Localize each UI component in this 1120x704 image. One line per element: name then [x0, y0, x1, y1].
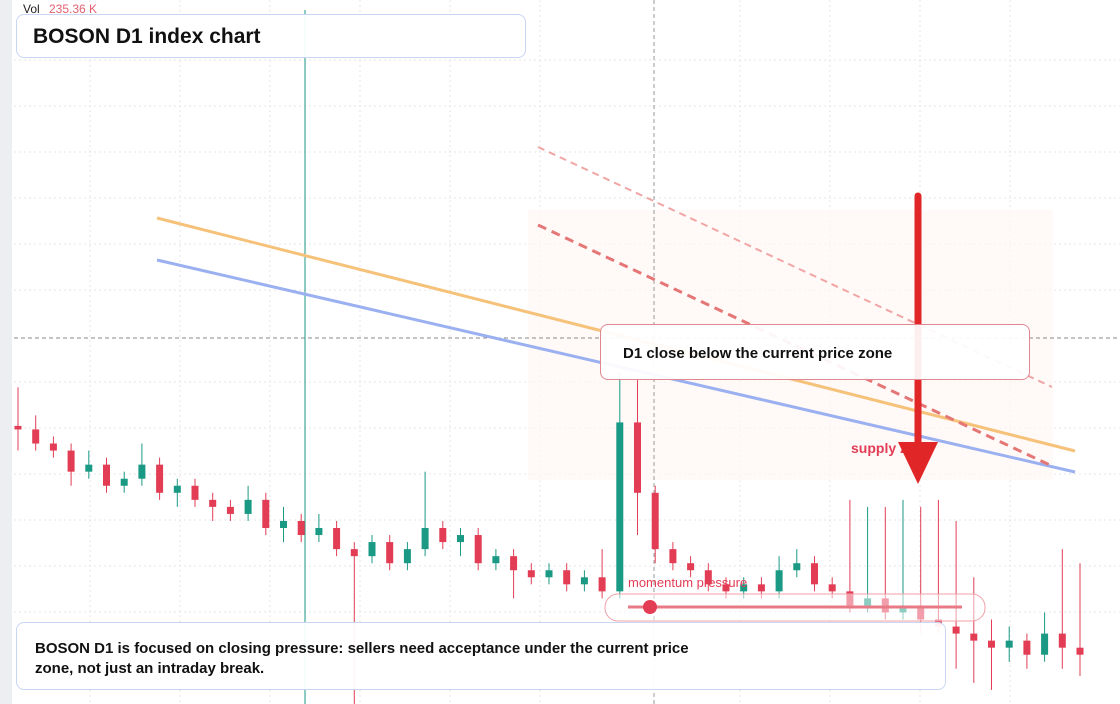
- candle-body: [138, 464, 146, 479]
- volume-label: Vol: [23, 2, 40, 16]
- candle-body: [616, 422, 624, 592]
- candle-body: [510, 556, 518, 571]
- candle-body: [1041, 633, 1049, 655]
- candle-body: [85, 464, 93, 472]
- candle-body: [350, 549, 358, 557]
- candle-body: [1058, 633, 1066, 648]
- candle-body: [49, 443, 57, 451]
- candle-body: [297, 520, 305, 536]
- candle-body: [563, 570, 571, 585]
- candle-body: [156, 464, 164, 493]
- candle-body: [651, 492, 659, 550]
- candle-body: [386, 542, 394, 564]
- candle-body: [103, 464, 110, 486]
- candle-body: [67, 450, 75, 472]
- candle-body: [173, 485, 181, 493]
- candle-body: [226, 506, 234, 514]
- candle-body: [492, 556, 500, 564]
- candle-body: [527, 570, 535, 578]
- candle-body: [474, 535, 482, 564]
- arrow-head: [898, 442, 938, 484]
- candle-body: [315, 528, 323, 536]
- candle-body: [14, 425, 22, 430]
- candle-body: [704, 570, 712, 585]
- candle-body: [1076, 647, 1084, 655]
- title-box: BOSON D1 index chart: [16, 14, 526, 58]
- callout: D1 close below the current price zone: [600, 324, 1030, 380]
- candle-body: [687, 563, 695, 571]
- candle-body: [740, 584, 748, 592]
- candle-body: [262, 499, 270, 528]
- channel-line: [537, 223, 1053, 468]
- candle-body: [421, 528, 429, 550]
- candle-body: [634, 422, 641, 493]
- indicator-label: momentum pressure: [628, 575, 747, 590]
- candle-body: [333, 528, 341, 550]
- volume-value: 235.36 K: [49, 2, 97, 16]
- candle-body: [1023, 640, 1031, 655]
- candle-body: [669, 549, 677, 564]
- candle-body: [775, 570, 783, 592]
- candle-body: [403, 549, 411, 564]
- candle-body: [191, 485, 199, 500]
- indicator-knob: [643, 600, 657, 614]
- candle-body: [793, 563, 801, 571]
- candle-body: [457, 535, 464, 543]
- candle-body: [209, 499, 217, 507]
- candle-body: [757, 584, 765, 592]
- candle-body: [988, 640, 995, 648]
- candle-body: [280, 520, 287, 528]
- note: BOSON D1 is focused on closing pressure:…: [35, 640, 689, 677]
- candle-body: [1005, 640, 1013, 648]
- candle-body: [811, 563, 818, 585]
- candle-body: [598, 577, 606, 592]
- left-strip: [0, 0, 12, 704]
- candle-body: [580, 577, 588, 585]
- candle-body: [368, 542, 376, 557]
- candle-body: [722, 584, 730, 592]
- note-box: BOSON D1 is focused on closing pressure:…: [16, 622, 946, 690]
- candle-body: [439, 528, 447, 543]
- candle-body: [828, 584, 836, 592]
- candle-body: [120, 478, 128, 486]
- candle-body: [970, 633, 978, 641]
- candle-body: [952, 626, 960, 634]
- candle-body: [545, 570, 553, 578]
- candle-body: [32, 429, 40, 444]
- candle-body: [244, 499, 252, 514]
